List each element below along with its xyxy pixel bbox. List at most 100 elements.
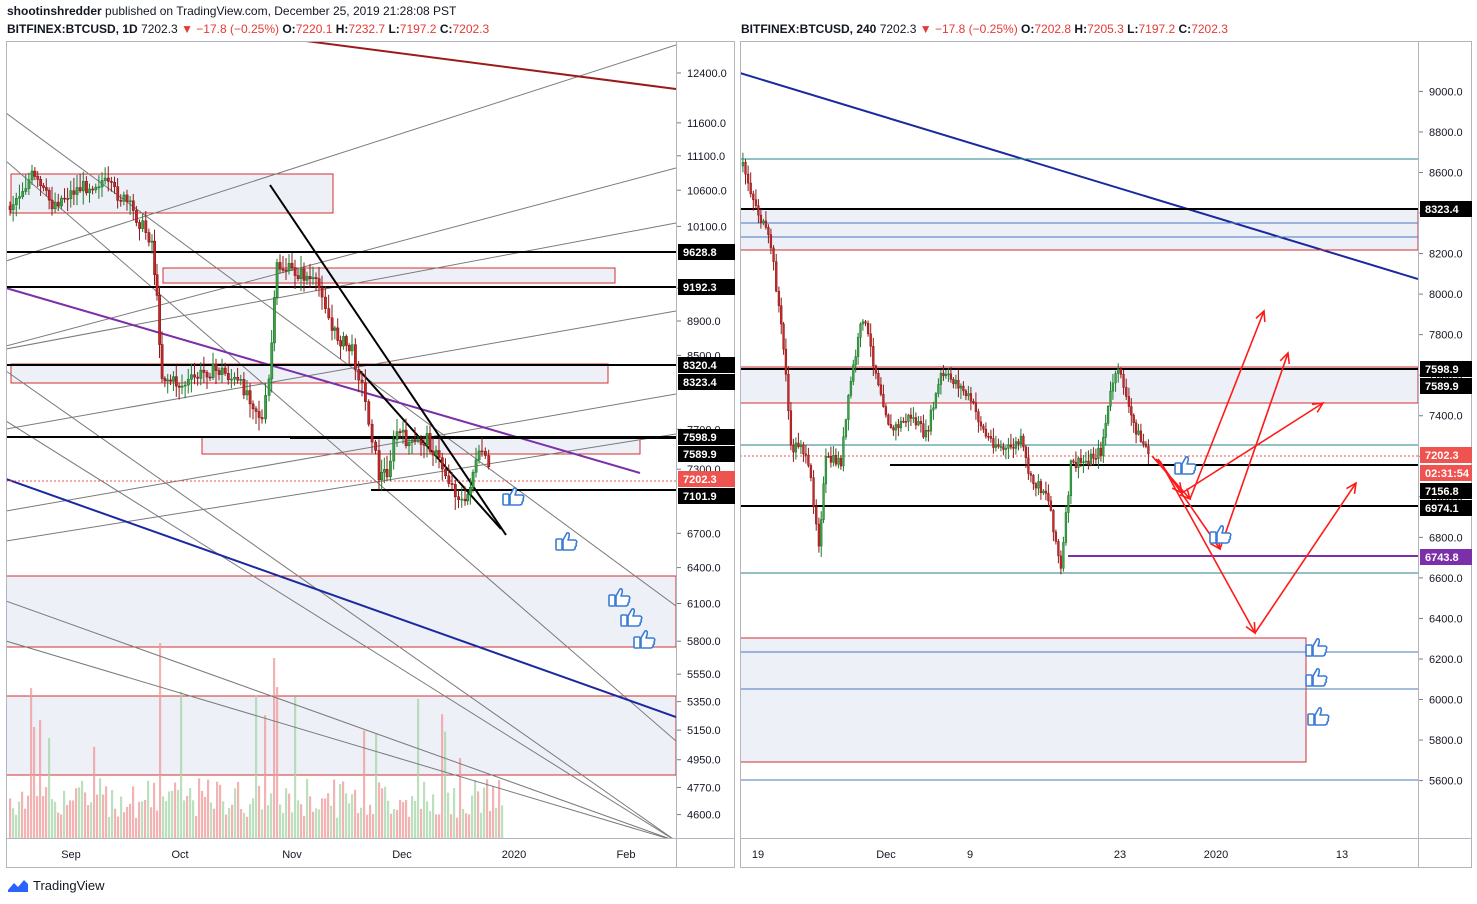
published-text: published on TradingView.com, December 2… — [105, 4, 457, 18]
left-candle — [374, 441, 378, 451]
left-candle — [226, 373, 230, 381]
right-y-tick-label: 5800.0 — [1429, 735, 1463, 747]
left-volume-bar — [306, 778, 309, 838]
right-candle — [977, 411, 980, 423]
left-volume-bar — [15, 814, 18, 838]
left-candle — [36, 176, 40, 180]
footer-brand[interactable]: TradingView — [33, 877, 105, 893]
thumb-hand — [509, 487, 525, 506]
left-volume-bar — [168, 791, 171, 838]
thumb-hand — [615, 588, 631, 607]
left-price-label-bg — [678, 357, 735, 373]
right-candle — [1069, 460, 1073, 496]
left-volume-bar — [249, 804, 252, 838]
left-candle — [8, 205, 12, 210]
left-candle — [457, 496, 461, 500]
right-last: 7202.3 — [879, 22, 917, 36]
projection-arrow — [1219, 352, 1289, 550]
left-trendline — [7, 161, 676, 742]
left-candle — [94, 186, 98, 191]
left-candle — [27, 179, 31, 189]
left-volume-bar — [438, 814, 441, 838]
left-chart[interactable]: 12400.011600.011100.010600.010100.09300.… — [6, 41, 735, 868]
left-price-label: 7589.9 — [683, 449, 717, 461]
left-candle — [407, 442, 411, 446]
right-y-tick-label: 7400.0 — [1429, 411, 1463, 423]
left-trendline — [7, 167, 676, 347]
right-candle — [749, 182, 752, 195]
thumb-cuff — [1305, 644, 1313, 657]
thumb-hand — [1181, 456, 1197, 475]
left-candle — [305, 276, 309, 281]
right-candle — [972, 401, 975, 403]
right-chart[interactable]: 9000.08800.08600.08400.08200.08000.07800… — [740, 41, 1472, 868]
thumbs-up-icon — [1209, 525, 1232, 544]
left-volume-bar — [291, 812, 294, 838]
left-zone — [10, 363, 609, 384]
right-price-label: 7156.8 — [1425, 486, 1459, 498]
right-candle — [812, 477, 815, 508]
left-price-label-bg — [678, 374, 735, 390]
author-name[interactable]: shootinshredder — [7, 4, 102, 18]
thumb-cuff — [555, 538, 563, 551]
right-candle — [827, 456, 830, 458]
left-candle — [278, 262, 282, 270]
left-candle — [425, 433, 429, 446]
left-volume-bar — [348, 803, 351, 838]
left-volume-bar — [354, 789, 357, 838]
left-volume-bar — [318, 809, 321, 838]
right-candle — [904, 421, 908, 423]
right-price-label-bg — [1420, 447, 1472, 463]
left-volume-bar — [216, 781, 219, 838]
left-candle — [150, 240, 154, 243]
right-candle — [984, 428, 988, 437]
left-volume-bar — [72, 800, 75, 838]
left-volume-bar — [477, 791, 480, 838]
right-candle — [932, 407, 935, 411]
thumb-hand — [562, 532, 578, 551]
left-candle — [385, 469, 389, 478]
right-candle — [772, 247, 775, 262]
right-candle — [869, 333, 872, 347]
arrow-head — [1279, 351, 1291, 365]
left-candle — [141, 220, 145, 229]
right-time-scale[interactable]: 19 Dec 9 23 2020 13 — [752, 849, 1348, 861]
left-candle — [72, 190, 76, 195]
right-candle — [914, 417, 918, 426]
left-candle — [477, 450, 481, 461]
right-candle — [842, 436, 845, 467]
left-volume-bar — [219, 784, 222, 838]
right-candle — [1147, 446, 1150, 455]
right-y-tick-label: 6000.0 — [1429, 695, 1463, 707]
left-candle — [254, 408, 258, 412]
right-candle — [859, 323, 862, 338]
left-volume-bar — [453, 788, 456, 838]
left-volume-bar — [30, 688, 33, 838]
left-volume-bar — [192, 800, 195, 838]
thumb-hand — [1312, 668, 1328, 687]
left-y-tick-label: 12400.0 — [687, 68, 727, 80]
left-volume-bar — [57, 812, 60, 838]
right-candle — [959, 385, 963, 389]
left-symbol: BITFINEX:BTCUSD, 1D — [7, 22, 138, 36]
left-volume-bar — [165, 801, 168, 838]
left-volume-bar — [135, 817, 138, 838]
left-volume-bar — [84, 792, 87, 838]
left-volume-bar — [60, 814, 63, 838]
right-candle — [897, 424, 900, 429]
left-candle — [317, 278, 321, 289]
right-x-tick-label: Dec — [876, 849, 896, 861]
left-time-scale[interactable]: Sep Oct Nov Dec 2020 Feb — [61, 849, 635, 861]
left-volume-bar — [480, 812, 483, 838]
left-candle — [53, 201, 57, 210]
left-volume-bar — [9, 798, 12, 838]
left-volume-bar — [87, 805, 90, 838]
left-volume-bar — [189, 787, 192, 838]
right-candle — [1117, 368, 1120, 374]
right-thumbs — [1174, 456, 1330, 726]
left-volume-bar — [36, 795, 39, 838]
left-symbol-line: BITFINEX:BTCUSD, 1D 7202.3 ▼ −17.8 (−0.2… — [7, 22, 490, 36]
right-price-label-bg — [1420, 378, 1472, 394]
right-candle — [1084, 460, 1088, 463]
left-volume-bar — [387, 800, 390, 838]
